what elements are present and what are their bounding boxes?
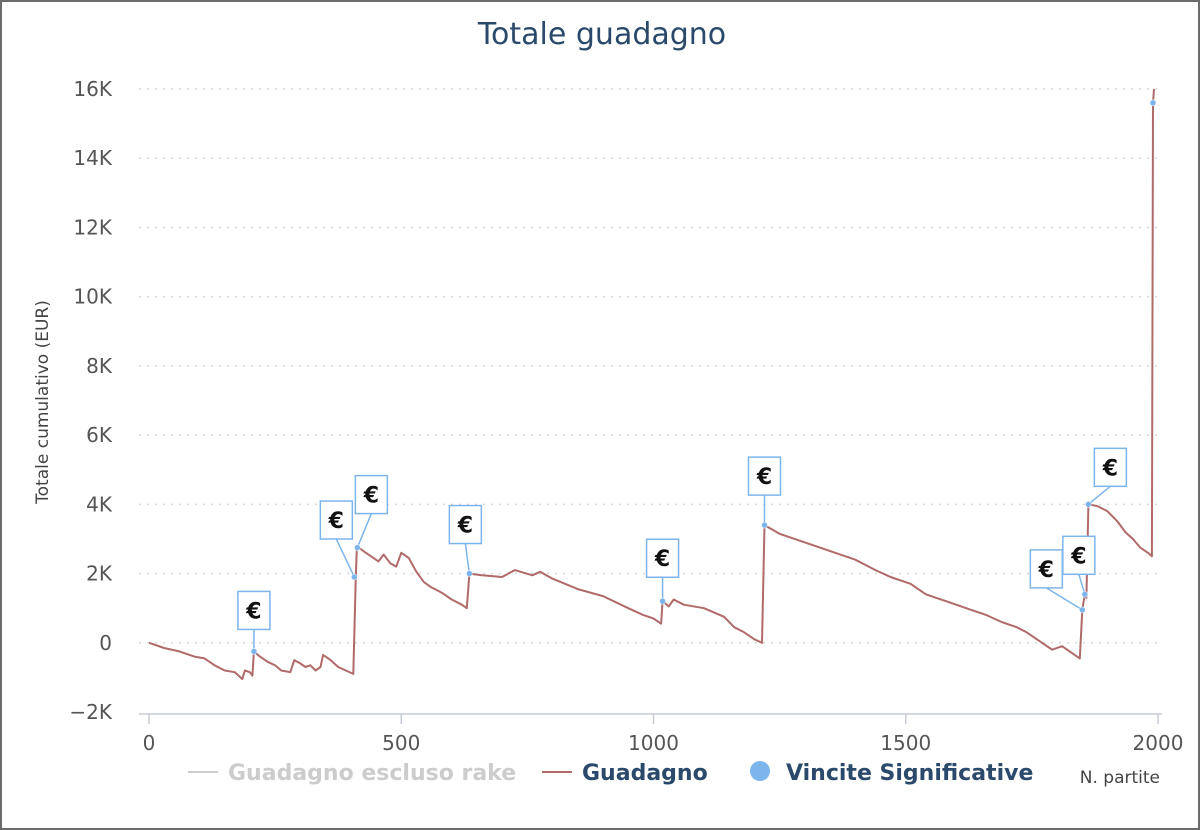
flag-connector [1078,574,1086,595]
significant-win-marker[interactable] [351,573,358,581]
flag-connector [1045,587,1083,611]
significant-win-flag[interactable] [1029,549,1064,589]
significant-win-marker[interactable] [466,570,473,577]
flag-euro-label: € [328,509,344,534]
flag-connector [356,513,373,548]
significant-win-flag[interactable] [237,590,271,631]
flag-euro-label: € [363,484,379,509]
y-tick-label: 14K [73,146,112,170]
significant-win-marker[interactable] [761,521,768,529]
y-tick-label: 0 [99,631,112,655]
significant-win-flag[interactable] [448,504,483,545]
legend-label-vincite-significative[interactable]: Vincite Significative [786,761,1033,786]
chart-title: Totale guadagno [477,17,726,52]
legend: Guadagno escluso rake Guadagno Vincite Sig… [188,761,1033,786]
significant-win-flag[interactable] [645,538,680,578]
y-tick-label: 16K [73,77,112,101]
legend-marker-vincite-significative [750,761,770,781]
flag-connector [1087,485,1111,505]
significant-win-marker[interactable] [659,597,666,605]
x-tick-label: 0 [143,731,156,755]
significant-win-marker[interactable] [250,648,258,655]
flag-euro-label: € [654,547,670,572]
x-tick-label: 1500 [880,731,931,755]
significant-win-flag[interactable] [747,456,782,496]
x-tick-label: 2000 [1133,731,1184,755]
significant-wins-layer: € € € € € € € € € [237,99,1157,655]
significant-win-flag[interactable] [354,474,389,515]
y-tick-label: 8K [86,354,113,378]
x-axis-label: N. partite [1080,768,1160,788]
significant-win-marker[interactable] [354,544,361,551]
y-tick-label: 6K [86,423,113,447]
significant-win-marker[interactable] [1081,591,1089,598]
y-tick-label: 2K [86,562,113,586]
y-tick-label: 10K [73,285,112,309]
flag-euro-label: € [1038,558,1054,583]
legend-label-guadagno[interactable]: Guadagno [582,761,708,786]
y-tick-label: 12K [73,215,112,239]
significant-win-marker[interactable] [1079,606,1086,614]
flag-connector [464,543,471,574]
tick-labels: −2K 0 2K 4K 6K 8K 10K 12K 14K 16K 0 500 1000 1500 2000 [69,77,1183,755]
series-layer [148,88,1155,681]
legend-label-guadagno-escluso-rake[interactable]: Guadagno escluso rake [228,761,516,786]
y-tick-label: −2K [69,700,112,724]
significant-win-flag[interactable] [1062,535,1096,576]
flag-euro-label: € [245,599,261,624]
y-tick-label: 4K [86,492,113,516]
significant-win-marker[interactable] [1149,99,1157,107]
series-line-guadagno [148,88,1155,681]
flag-euro-label: € [1070,544,1086,569]
y-axis-label: Totale cumulativo (EUR) [33,300,53,505]
significant-win-flag[interactable] [1093,447,1128,488]
flag-connector [335,538,356,578]
significant-win-flag[interactable] [319,500,354,540]
flag-euro-label: € [756,465,772,490]
x-tick-label: 1000 [628,731,679,755]
x-tick-label: 500 [382,731,420,755]
significant-win-marker[interactable] [1085,501,1092,508]
flag-euro-label: € [457,514,473,539]
axes [139,713,1162,724]
flag-euro-label: € [1102,456,1118,481]
